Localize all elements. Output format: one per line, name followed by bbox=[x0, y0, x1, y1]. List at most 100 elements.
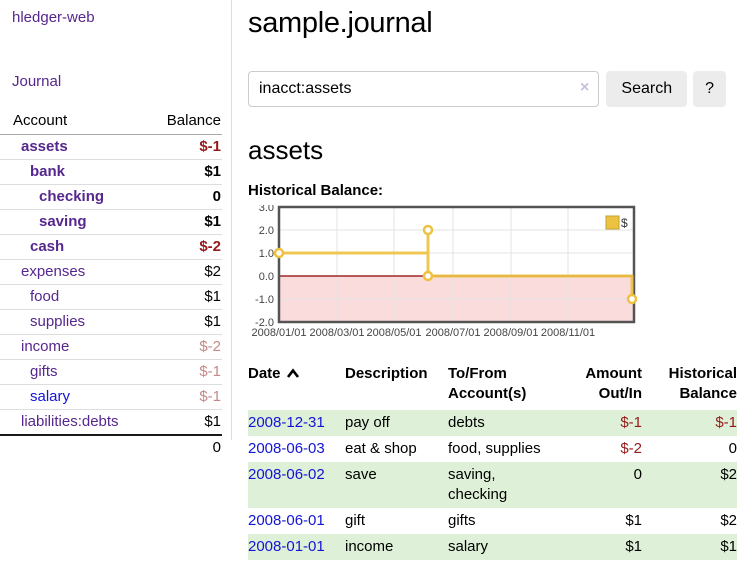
data-point bbox=[422, 270, 434, 282]
account-row-salary: salary $-1 bbox=[0, 384, 222, 410]
clear-search-icon[interactable]: × bbox=[580, 79, 590, 96]
column-header-date[interactable]: Date bbox=[248, 364, 345, 410]
account-link[interactable]: expenses bbox=[21, 263, 86, 280]
legend-label: $ bbox=[621, 216, 628, 230]
register-account-heading: assets bbox=[248, 135, 324, 165]
register-header-row: Date Description To/From Account(s) Amou… bbox=[248, 364, 737, 410]
transaction-date-link[interactable]: 2008-12-31 bbox=[248, 414, 325, 431]
account-balance: $1 bbox=[151, 209, 222, 235]
transaction-description: income bbox=[345, 538, 394, 555]
page: hledger-web Journal Account Balance asse… bbox=[0, 0, 737, 560]
main-content: sample.journal × Search ? assets Histori… bbox=[232, 0, 737, 560]
svg-text:-1.0: -1.0 bbox=[255, 294, 274, 306]
balance-series bbox=[273, 224, 638, 305]
transaction-date-link[interactable]: 2008-06-02 bbox=[248, 466, 325, 483]
page-title: sample.journal bbox=[248, 7, 433, 39]
transaction-amount: $1 bbox=[625, 538, 642, 555]
transaction-date-link[interactable]: 2008-06-01 bbox=[248, 512, 325, 529]
accounts-total-row: 0 bbox=[0, 434, 222, 460]
account-link[interactable]: checking bbox=[39, 188, 105, 205]
account-row-bank: bank $1 bbox=[0, 159, 222, 185]
account-link[interactable]: income bbox=[21, 338, 70, 355]
transaction-amount: $1 bbox=[625, 512, 642, 529]
transaction-row: 2008-06-01 gift gifts $1 $2 bbox=[248, 508, 737, 534]
date-header-label: Date bbox=[248, 365, 281, 382]
transaction-description: eat & shop bbox=[345, 440, 417, 457]
accounts-header-row: Account Balance bbox=[0, 110, 222, 135]
brand-link[interactable]: hledger-web bbox=[12, 9, 95, 26]
column-header-balance: Historical Balance bbox=[668, 365, 737, 402]
x-axis-labels: 2008/01/01 2008/03/01 2008/05/01 2008/07… bbox=[251, 327, 595, 339]
register-table: Date Description To/From Account(s) Amou… bbox=[248, 364, 737, 560]
legend-swatch bbox=[605, 215, 620, 230]
sort-ascending-icon bbox=[286, 368, 299, 378]
svg-text:2008/09/01: 2008/09/01 bbox=[483, 327, 538, 339]
data-point bbox=[273, 247, 285, 259]
svg-text:-2.0: -2.0 bbox=[255, 317, 274, 329]
search-input[interactable] bbox=[248, 71, 600, 107]
data-point bbox=[626, 293, 638, 305]
account-row-cash: cash $-2 bbox=[0, 234, 222, 260]
account-link[interactable]: salary bbox=[30, 388, 71, 405]
svg-text:2008/01/01: 2008/01/01 bbox=[251, 327, 306, 339]
svg-text:0.0: 0.0 bbox=[259, 271, 274, 283]
transaction-balance: $-1 bbox=[715, 414, 737, 431]
account-balance: $-1 bbox=[151, 384, 222, 410]
historical-balance-chart: $ 3.0 2.0 1.0 0.0 -1.0 -2.0 2008/01/01 2… bbox=[251, 205, 638, 339]
svg-text:3.0: 3.0 bbox=[259, 205, 274, 214]
sidebar-item-journal[interactable]: Journal bbox=[12, 73, 62, 90]
account-link[interactable]: bank bbox=[30, 163, 66, 180]
plot-border bbox=[277, 205, 636, 324]
transaction-row: 2008-12-31 pay off debts $-1 $-1 bbox=[248, 410, 737, 436]
account-link[interactable]: saving bbox=[39, 213, 87, 230]
account-link[interactable]: food bbox=[30, 288, 60, 305]
transaction-accounts: salary bbox=[448, 538, 489, 555]
accounts-table: Account Balance assets $-1 bank $1 check… bbox=[0, 110, 222, 460]
y-axis-labels: 3.0 2.0 1.0 0.0 -1.0 -2.0 bbox=[255, 205, 274, 329]
accounts-header-balance: Balance bbox=[151, 110, 222, 135]
transaction-row: 2008-06-03 eat & shop food, supplies $-2… bbox=[248, 436, 737, 462]
account-row-liabilities-debts: liabilities:debts $1 bbox=[0, 409, 222, 436]
transaction-accounts: saving, checking bbox=[448, 466, 508, 503]
help-button[interactable]: ? bbox=[693, 71, 726, 107]
account-balance: 0 bbox=[151, 184, 222, 210]
transaction-description: gift bbox=[345, 512, 366, 529]
account-balance: $2 bbox=[151, 259, 222, 285]
svg-text:2008/07/01: 2008/07/01 bbox=[425, 327, 480, 339]
account-link[interactable]: supplies bbox=[30, 313, 86, 330]
transaction-amount: $-1 bbox=[620, 414, 642, 431]
transaction-balance: $2 bbox=[720, 512, 737, 529]
account-balance: $1 bbox=[151, 284, 222, 310]
account-link[interactable]: cash bbox=[30, 238, 65, 255]
svg-text:2008/03/01: 2008/03/01 bbox=[309, 327, 364, 339]
column-header-description: Description bbox=[345, 365, 428, 382]
transaction-row: 2008-06-02 save saving, checking 0 $2 bbox=[248, 462, 737, 508]
account-link[interactable]: assets bbox=[21, 138, 68, 155]
search-button[interactable]: Search bbox=[606, 71, 688, 107]
account-link[interactable]: gifts bbox=[30, 363, 58, 380]
account-row-assets: assets $-1 bbox=[0, 134, 222, 160]
account-row-supplies: supplies $1 bbox=[0, 309, 222, 335]
transaction-accounts: food, supplies bbox=[448, 440, 541, 457]
svg-text:2008/05/01: 2008/05/01 bbox=[366, 327, 421, 339]
chart-legend: $ bbox=[605, 215, 628, 230]
column-header-accounts: To/From Account(s) bbox=[448, 365, 527, 402]
transaction-amount: 0 bbox=[633, 466, 642, 483]
svg-text:2.0: 2.0 bbox=[259, 225, 274, 237]
data-point bbox=[422, 224, 434, 236]
transaction-date-link[interactable]: 2008-01-01 bbox=[248, 538, 325, 555]
transaction-balance: $1 bbox=[720, 538, 737, 555]
transaction-row: 2008-01-01 income salary $1 $1 bbox=[248, 534, 737, 560]
column-header-amount: Amount Out/In bbox=[585, 365, 642, 402]
transaction-balance: $2 bbox=[720, 466, 737, 483]
transaction-date-link[interactable]: 2008-06-03 bbox=[248, 440, 325, 457]
transaction-amount: $-2 bbox=[620, 440, 642, 457]
account-balance: $1 bbox=[151, 159, 222, 185]
chart-title: Historical Balance: bbox=[248, 182, 384, 199]
account-row-income: income $-2 bbox=[0, 334, 222, 360]
transaction-accounts: debts bbox=[448, 414, 485, 431]
svg-text:1.0: 1.0 bbox=[259, 248, 274, 260]
transaction-description: pay off bbox=[345, 414, 390, 431]
account-balance: $-1 bbox=[151, 359, 222, 385]
account-link[interactable]: liabilities:debts bbox=[21, 413, 119, 430]
